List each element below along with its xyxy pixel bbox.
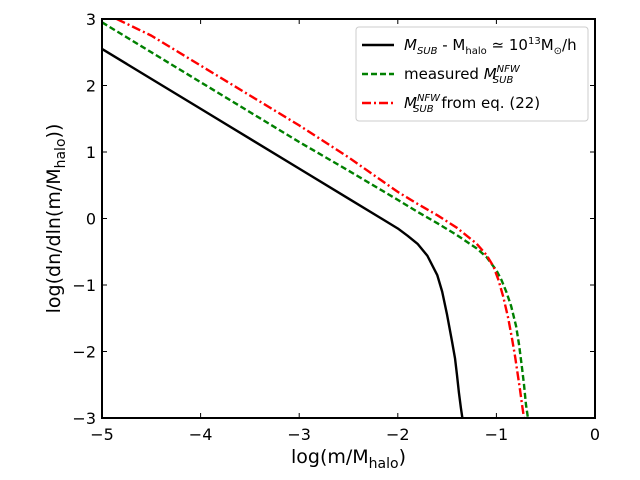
- legend-label-3: MNFW SUB from eq. (22): [404, 93, 540, 115]
- y-tick-label: −3: [72, 409, 96, 428]
- legend-box: [355, 26, 589, 122]
- series-line-2: [102, 21, 530, 418]
- y-tick-label: 3: [86, 10, 96, 29]
- x-tick-label: −4: [189, 425, 213, 444]
- x-tick-label: −3: [287, 425, 311, 444]
- y-tick-label: −2: [72, 343, 96, 362]
- plot-frame: [101, 18, 596, 419]
- y-tick-label: 2: [86, 77, 96, 96]
- series-line-1: [102, 47, 464, 418]
- plot-marks: [102, 19, 530, 418]
- legend: MSUB - Mhalo ≃ 1013M⊙/h measured MNFW SUB M…: [355, 26, 589, 122]
- x-tick-label: 0: [590, 425, 600, 444]
- y-axis-label: log(dn/dln(m/Mhalo)): [43, 124, 69, 314]
- y-tick-label: 1: [86, 143, 96, 162]
- y-tick-label: 0: [86, 210, 96, 229]
- x-tick-label: −5: [90, 425, 114, 444]
- legend-label-2: measured MNFW SUB: [404, 64, 521, 86]
- y-tick-label: −1: [72, 276, 96, 295]
- axis-ticks: −5 −4 −3 −2 −1 0 −3 −2 −1 0 1 2 3: [72, 10, 600, 444]
- x-axis-label: log(m/Mhalo): [291, 446, 406, 472]
- x-tick-label: −2: [386, 425, 410, 444]
- x-tick-label: −1: [485, 425, 509, 444]
- series-line-3: [116, 19, 526, 418]
- legend-label-1: MSUB - Mhalo ≃ 1013M⊙/h: [404, 36, 577, 57]
